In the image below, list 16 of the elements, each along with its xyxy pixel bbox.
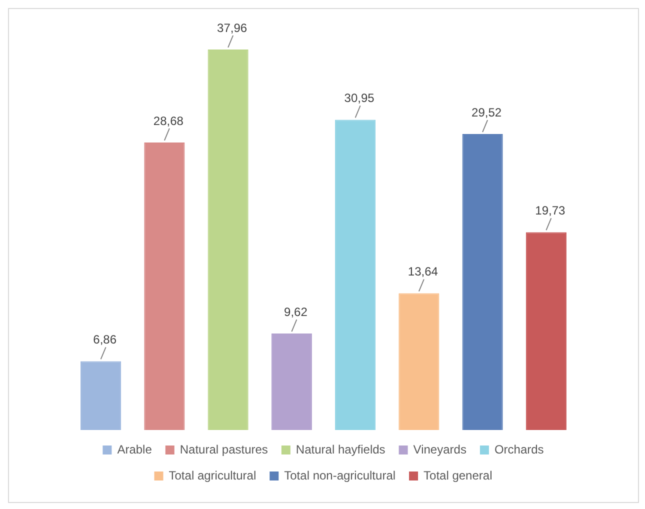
data-label: 37,96 (217, 20, 248, 35)
legend-label: Natural hayfields (296, 442, 386, 456)
data-label: 9,62 (284, 304, 308, 319)
legend-label: Total general (424, 468, 492, 482)
legend-label: Natural pastures (180, 442, 268, 456)
legend-label: Orchards (494, 442, 544, 456)
data-label: 30,95 (344, 91, 375, 106)
legend-label: Total agricultural (168, 468, 256, 482)
data-label: 6,86 (93, 332, 117, 347)
legend-label: Total non-agricultural (284, 468, 396, 482)
legend-label: Arable (117, 442, 152, 456)
data-label: 19,73 (535, 204, 566, 218)
data-label: 29,52 (472, 105, 502, 120)
data-label: 13,64 (408, 264, 438, 279)
legend-label: Vineyards (413, 442, 466, 456)
data-label: 28,68 (153, 114, 184, 128)
